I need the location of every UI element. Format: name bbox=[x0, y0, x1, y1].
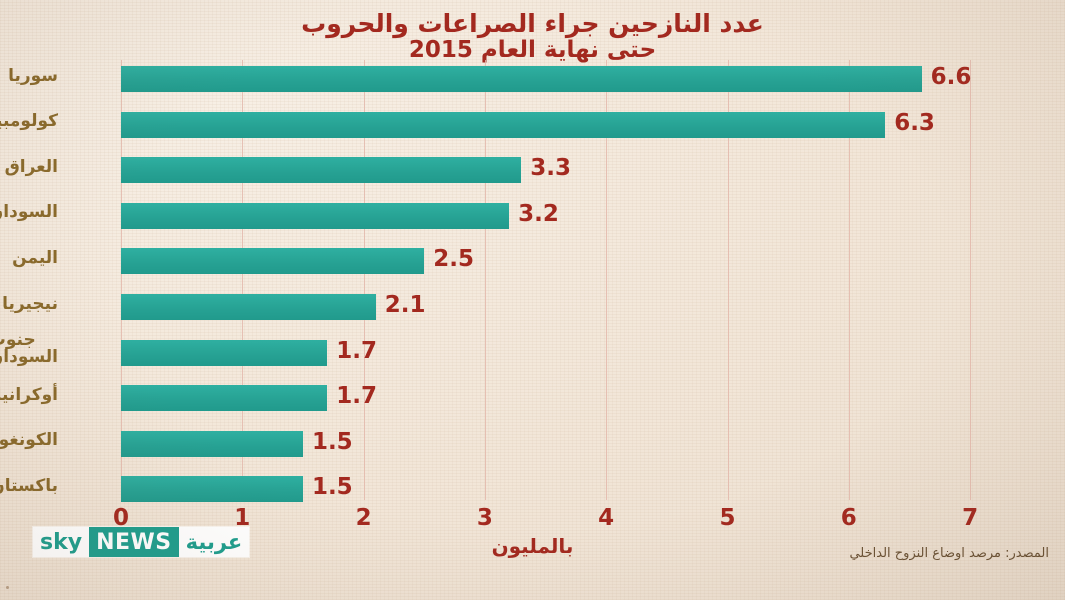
logo-sky-text: sky bbox=[33, 527, 90, 557]
category-label: اليمن bbox=[12, 247, 58, 268]
bar-value-label: 2.5 bbox=[433, 246, 474, 273]
category-label: باكستان bbox=[0, 475, 58, 496]
x-tick-label-6: 6 bbox=[840, 505, 857, 531]
gridline-0 bbox=[121, 60, 122, 500]
category-label-line: نيجيريا bbox=[2, 293, 58, 314]
category-label: أوكرانيا bbox=[0, 384, 58, 405]
bar[interactable] bbox=[121, 157, 522, 184]
category-label: سوريا bbox=[8, 65, 58, 86]
category-label-line: السودان bbox=[0, 346, 58, 367]
bar-value-label: 3.3 bbox=[530, 155, 572, 182]
bar[interactable] bbox=[121, 430, 303, 457]
category-label: نيجيريا bbox=[2, 293, 58, 314]
gridline-4 bbox=[606, 60, 608, 500]
gridline-6 bbox=[848, 60, 850, 500]
category-label-line: الكونغو bbox=[0, 430, 58, 451]
page-title: عدد النازحين جراء الصراعات والحروب حتى ن… bbox=[0, 10, 1065, 64]
sky-news-arabia-logo[interactable]: sky NEWS عربية bbox=[33, 527, 250, 557]
x-tick-label-0: 0 bbox=[112, 505, 130, 531]
category-label-line: كولومبيا bbox=[0, 111, 58, 132]
x-tick-label-7: 7 bbox=[962, 505, 979, 531]
category-label-line: أوكرانيا bbox=[0, 384, 58, 405]
gridline-1 bbox=[242, 60, 244, 500]
category-label-line: جنوب bbox=[0, 329, 36, 350]
bar-value-label: 1.5 bbox=[311, 428, 353, 455]
x-tick-label-2: 2 bbox=[355, 505, 372, 531]
bar[interactable] bbox=[121, 339, 328, 366]
title-line-1: عدد النازحين جراء الصراعات والحروب bbox=[301, 9, 764, 38]
x-tick-label-3: 3 bbox=[476, 505, 493, 531]
gridline-7 bbox=[970, 60, 972, 500]
logo-news-text: NEWS bbox=[89, 527, 179, 557]
gridline-5 bbox=[727, 60, 729, 500]
category-label: كولومبيا bbox=[0, 111, 58, 132]
bar-value-label: 1.7 bbox=[336, 337, 377, 364]
category-label: جنوبالسودان bbox=[0, 329, 58, 367]
bar[interactable] bbox=[121, 476, 303, 503]
bar[interactable] bbox=[121, 202, 510, 229]
bar-value-label: 1.7 bbox=[336, 383, 377, 410]
category-label: السودان bbox=[0, 202, 58, 223]
x-tick-label-1: 1 bbox=[234, 505, 251, 531]
bar[interactable] bbox=[121, 294, 376, 320]
category-label-line: السودان bbox=[0, 202, 58, 223]
category-label-line: باكستان bbox=[0, 475, 58, 496]
category-label-line: سوريا bbox=[8, 65, 58, 86]
bar-value-label: 6.3 bbox=[894, 109, 935, 136]
bar-value-label: 3.2 bbox=[518, 200, 559, 227]
title-line-2: حتى نهاية العام 2015 bbox=[408, 37, 657, 63]
bar[interactable] bbox=[121, 385, 328, 412]
category-label: العراق bbox=[4, 156, 58, 177]
bar[interactable] bbox=[121, 111, 886, 138]
gridline-2 bbox=[363, 60, 365, 500]
bar-value-label: 1.5 bbox=[311, 474, 353, 501]
gridline-3 bbox=[484, 60, 486, 500]
bar[interactable] bbox=[121, 66, 922, 92]
corner-mark bbox=[6, 586, 9, 589]
x-tick-label-5: 5 bbox=[719, 505, 736, 531]
x-axis-title: بالمليون bbox=[491, 534, 574, 558]
source-attribution: المصدر: مرصد اوضاع النزوح الداخلي bbox=[849, 546, 1049, 561]
category-label-line: العراق bbox=[4, 156, 58, 177]
bar[interactable] bbox=[121, 248, 425, 275]
bar-value-label: 6.6 bbox=[930, 64, 972, 90]
x-tick-label-4: 4 bbox=[598, 505, 615, 531]
category-label-line: اليمن bbox=[12, 247, 58, 268]
bar-value-label: 2.1 bbox=[384, 292, 426, 318]
logo-arabic-text: عربية bbox=[178, 527, 250, 557]
category-label: الكونغو bbox=[0, 430, 58, 451]
